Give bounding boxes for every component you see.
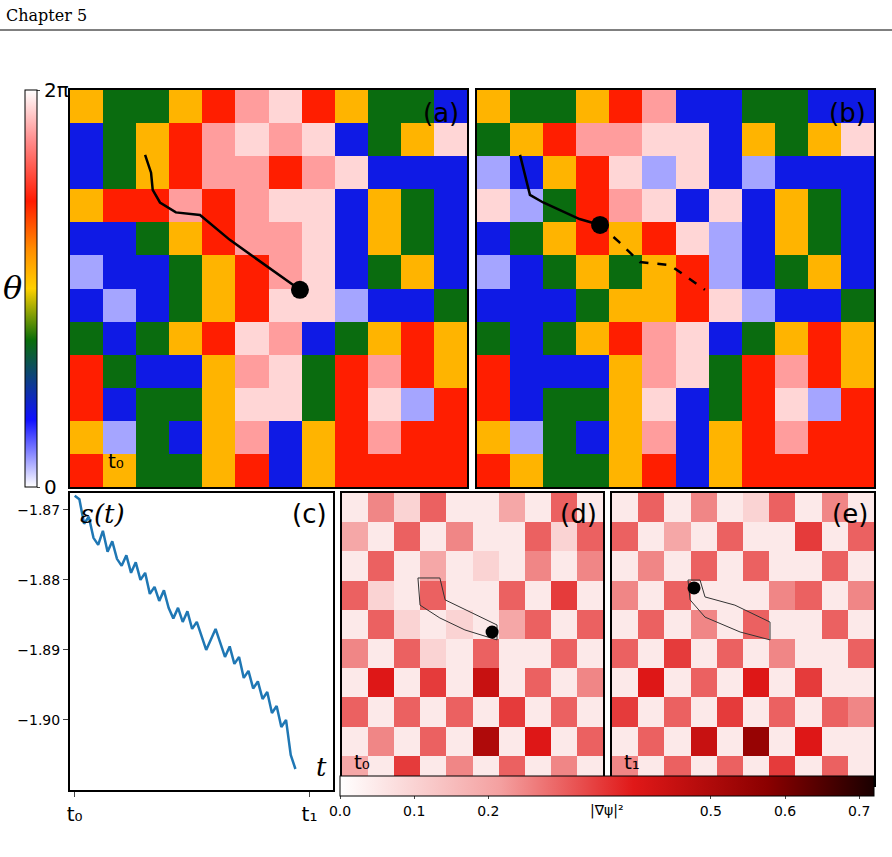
svg-text:(d): (d) xyxy=(560,499,597,529)
svg-text:t₀: t₀ xyxy=(354,750,370,774)
svg-text:(c): (c) xyxy=(292,499,327,529)
svg-text:|∇ψ|²: |∇ψ|² xyxy=(590,802,624,819)
svg-text:−1.88: −1.88 xyxy=(17,572,60,588)
svg-text:t: t xyxy=(316,752,327,782)
svg-text:t₀: t₀ xyxy=(67,802,83,826)
svg-text:0.5: 0.5 xyxy=(700,803,722,819)
svg-text:t₀: t₀ xyxy=(108,449,124,473)
svg-text:0.6: 0.6 xyxy=(774,803,796,819)
svg-text:t₁: t₁ xyxy=(302,802,318,826)
svg-text:0.7: 0.7 xyxy=(848,803,870,819)
svg-text:Chapter 5: Chapter 5 xyxy=(6,6,87,25)
svg-text:−1.90: −1.90 xyxy=(17,712,60,728)
svg-text:0.2: 0.2 xyxy=(477,803,499,819)
svg-text:t₁: t₁ xyxy=(624,750,640,774)
svg-text:0: 0 xyxy=(44,475,57,499)
svg-text:θ: θ xyxy=(3,269,22,307)
svg-text:0.1: 0.1 xyxy=(403,803,425,819)
svg-text:−1.87: −1.87 xyxy=(17,502,60,518)
svg-text:(e): (e) xyxy=(832,499,868,529)
svg-text:(a): (a) xyxy=(423,98,459,128)
svg-text:2π: 2π xyxy=(44,78,69,102)
svg-text:(b): (b) xyxy=(829,98,866,128)
svg-text:−1.89: −1.89 xyxy=(17,642,60,658)
svg-text:ε(t): ε(t) xyxy=(80,499,125,529)
svg-text:0.0: 0.0 xyxy=(329,803,351,819)
